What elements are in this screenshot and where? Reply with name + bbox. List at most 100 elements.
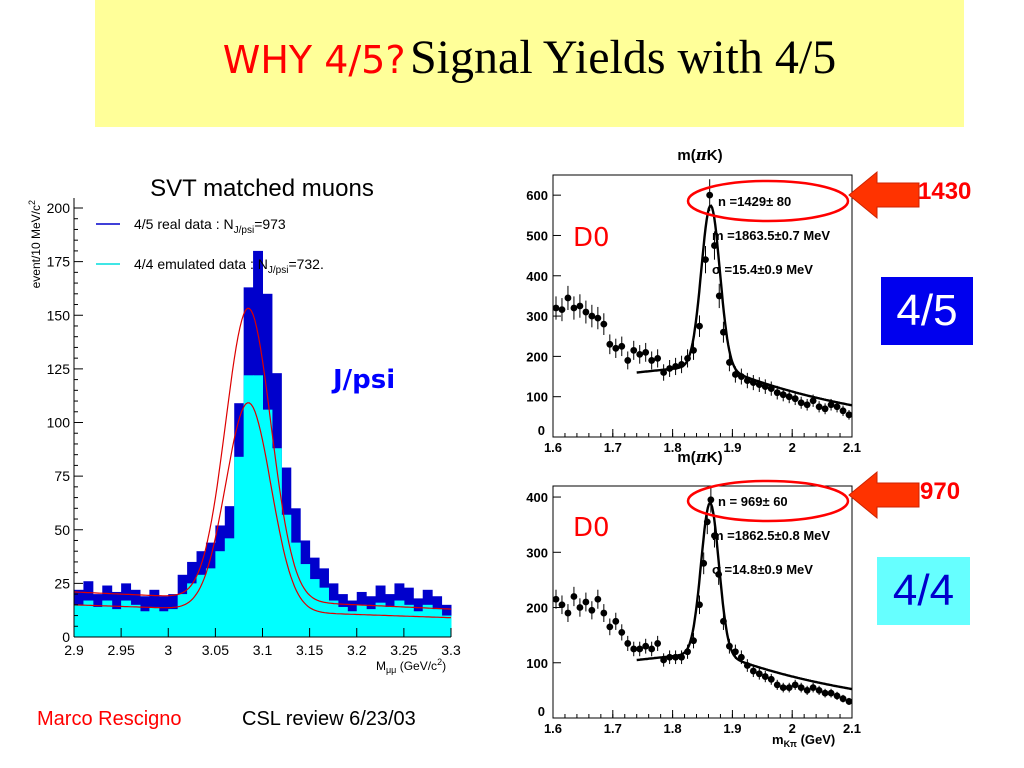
d0-mass-chart-45: m(πK) 100 200 300 400 500 600 0 1.6 1.7 1.8 1.9 2 2.1… bbox=[526, 146, 861, 455]
y-axis-label: event/10 MeV/c2 bbox=[27, 200, 43, 288]
emulated-data-bar bbox=[356, 604, 367, 637]
data-point bbox=[803, 401, 811, 409]
y-tick-label: 200 bbox=[526, 349, 548, 364]
yield-highlight-ellipse bbox=[686, 179, 850, 223]
data-point bbox=[815, 686, 823, 694]
data-point bbox=[797, 399, 805, 407]
fit-sigma-text: σ =15.4±0.9 MeV bbox=[712, 262, 813, 277]
x-tick-label: 1.6 bbox=[544, 721, 562, 736]
data-point bbox=[761, 673, 769, 680]
yield-highlight-ellipse bbox=[686, 479, 850, 523]
emulated-data-bar bbox=[111, 609, 122, 637]
fit-yield-text: n =1429± 80 bbox=[718, 194, 791, 209]
x-tick-label: 3.1 bbox=[253, 642, 273, 658]
arrow-icon-bottom bbox=[848, 470, 920, 520]
data-point bbox=[612, 617, 620, 625]
data-point bbox=[684, 648, 691, 656]
data-point bbox=[755, 381, 763, 388]
data-point bbox=[654, 355, 662, 362]
emulated-data-bar bbox=[149, 606, 160, 637]
y-tick-label: 200 bbox=[47, 200, 71, 216]
data-point bbox=[552, 595, 560, 603]
data-point bbox=[700, 559, 708, 567]
yield-value-top: 1430 bbox=[918, 178, 972, 205]
data-point bbox=[702, 256, 709, 264]
data-point bbox=[791, 681, 799, 689]
emulated-data-bar bbox=[300, 564, 311, 637]
data-point bbox=[731, 648, 739, 656]
data-point bbox=[803, 686, 811, 694]
x-tick-label: 3.05 bbox=[202, 642, 229, 658]
data-point bbox=[743, 662, 751, 669]
d0-mass-chart-44: m(πK) 100 200 300 400 0 1.6 1.7 1.8 1.9 2 2.1 n = 96… bbox=[526, 448, 861, 749]
emulated-data-bar bbox=[347, 611, 358, 637]
fit-mean-text: m =1863.5±0.7 MeV bbox=[712, 228, 830, 243]
legend-entry: 4/4 emulated data : NJ/psi=732. bbox=[134, 256, 324, 276]
x-tick-label: 2 bbox=[789, 721, 796, 736]
data-point bbox=[642, 642, 650, 650]
data-point bbox=[761, 383, 769, 391]
emulated-data-bar bbox=[253, 375, 263, 637]
emulated-data-bar bbox=[234, 456, 245, 637]
yield-value-bottom: 970 bbox=[920, 478, 961, 505]
x-tick-label: 1.6 bbox=[544, 440, 562, 455]
data-point bbox=[600, 609, 608, 617]
y-tick-label: 50 bbox=[54, 522, 70, 538]
emulated-data-bar bbox=[92, 606, 103, 637]
emulated-data-bar bbox=[130, 604, 141, 637]
data-point bbox=[624, 357, 632, 364]
data-point bbox=[797, 684, 805, 692]
y-tick-label: 125 bbox=[47, 361, 71, 377]
data-point bbox=[630, 645, 638, 653]
data-point bbox=[731, 371, 739, 378]
data-point bbox=[558, 306, 566, 314]
data-point bbox=[715, 292, 723, 300]
emulated-data-bar bbox=[243, 375, 254, 637]
x-tick-label: 1.9 bbox=[723, 721, 741, 736]
emulated-data-bar bbox=[205, 568, 216, 637]
data-point bbox=[618, 342, 626, 350]
y-tick-label: 500 bbox=[526, 228, 548, 243]
x-tick-label: 2 bbox=[789, 440, 796, 455]
data-point bbox=[618, 628, 626, 636]
fit-curve-45 bbox=[74, 307, 452, 610]
trigger-badge-45: 4/5 bbox=[881, 277, 973, 345]
data-point bbox=[582, 598, 590, 606]
data-point bbox=[711, 532, 718, 540]
emulated-data-bar bbox=[74, 604, 84, 637]
data-point bbox=[678, 653, 685, 661]
emulated-data-bar bbox=[385, 606, 395, 637]
data-point bbox=[690, 637, 697, 645]
y-tick-label: 200 bbox=[526, 601, 548, 616]
y-tick-label: 300 bbox=[526, 545, 548, 560]
emulated-data-bar bbox=[366, 609, 377, 637]
x-tick-label: 1.7 bbox=[604, 721, 622, 736]
data-point bbox=[767, 675, 775, 683]
emulated-data-bar bbox=[413, 611, 424, 637]
emulated-data-bar bbox=[158, 611, 169, 637]
data-point bbox=[773, 389, 781, 397]
data-point bbox=[845, 698, 853, 705]
x-tick-label: 2.1 bbox=[843, 440, 861, 455]
emulated-data-bar bbox=[328, 600, 339, 637]
x-tick-label: 3.25 bbox=[390, 642, 417, 658]
data-point bbox=[690, 346, 697, 354]
title-question: WHY 4/5? bbox=[222, 38, 406, 82]
data-point bbox=[570, 593, 578, 600]
data-point bbox=[839, 695, 847, 703]
y-tick-label: 75 bbox=[54, 468, 70, 484]
data-point bbox=[588, 606, 596, 614]
data-point bbox=[827, 401, 835, 409]
legend-entry: 4/5 real data : NJ/psi=973 bbox=[134, 216, 286, 236]
chart-title: m(πK) bbox=[677, 448, 722, 466]
emulated-data-bar bbox=[215, 551, 226, 637]
emulated-data-bar bbox=[196, 574, 207, 637]
data-point bbox=[570, 304, 578, 312]
y-tick-label: 100 bbox=[47, 415, 71, 431]
y-tick-label: 175 bbox=[47, 254, 71, 270]
x-axis-label: mKπ (GeV) bbox=[772, 732, 835, 749]
emulated-data-bar bbox=[394, 600, 405, 637]
data-point bbox=[684, 355, 691, 362]
data-point bbox=[711, 242, 718, 249]
plot-frame bbox=[552, 174, 853, 438]
